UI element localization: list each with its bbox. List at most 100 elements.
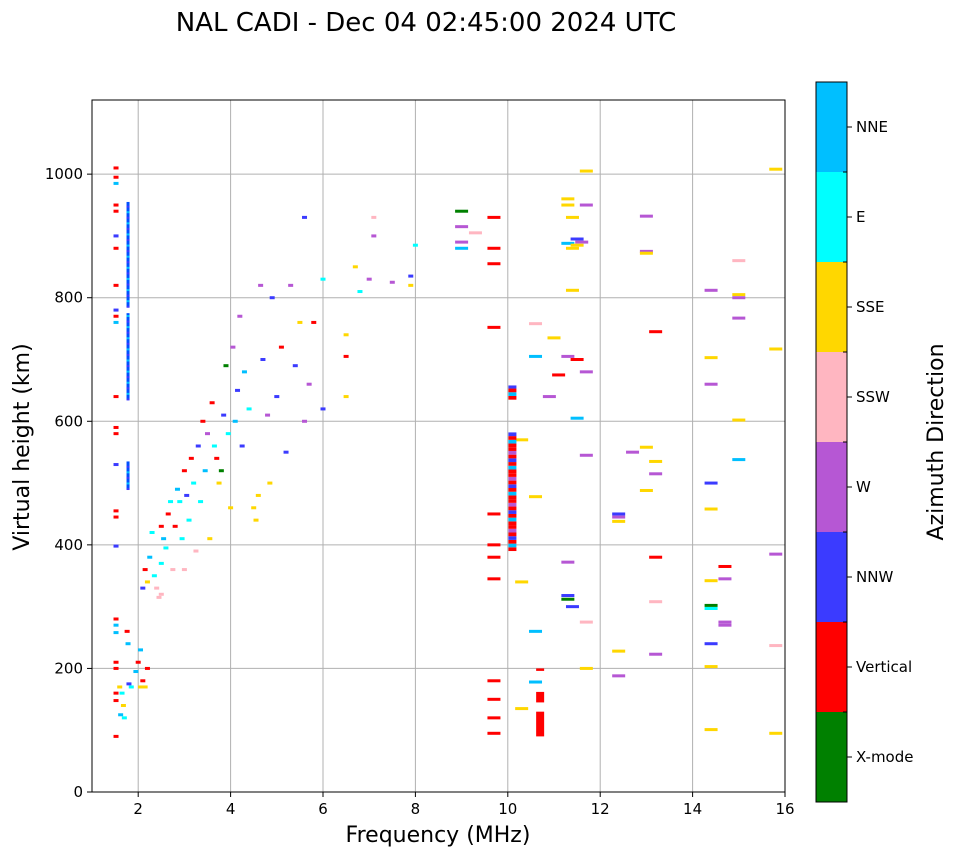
y-tick-label: 400: [54, 536, 83, 554]
echo-mark: [113, 283, 119, 287]
echo-mark: [283, 450, 289, 454]
echo-mark: [626, 450, 640, 454]
echo-mark: [649, 459, 663, 463]
echo-mark: [704, 481, 718, 485]
echo-mark: [612, 515, 626, 519]
x-axis-ticks: 2 4 6 8 10 12 14 16: [133, 792, 795, 818]
echo-mark: [704, 665, 718, 669]
echo-column-segment: [508, 525, 517, 529]
echo-mark: [570, 358, 584, 361]
echo-mark: [230, 345, 236, 349]
echo-streak-dot: [126, 222, 130, 225]
echo-mark: [258, 283, 264, 287]
echo-mark: [343, 333, 349, 337]
echo-mark: [579, 370, 593, 374]
echo-mark: [113, 395, 119, 399]
echo-mark: [639, 214, 653, 218]
echo-mark: [125, 642, 131, 646]
echo-streak-dot: [126, 465, 130, 468]
echo-mark: [184, 493, 190, 497]
echo-mark: [412, 243, 418, 247]
echo-mark: [181, 568, 187, 572]
echo-mark: [718, 620, 732, 624]
colorbar-tick-label: NNE: [856, 118, 888, 136]
echo-streak-dot: [126, 392, 130, 395]
echo-column-segment: [508, 543, 517, 548]
x-axis-label: Frequency (MHz): [346, 823, 531, 848]
echo-mark: [487, 577, 501, 581]
echo-streak-dot: [126, 381, 130, 384]
echo-mark: [113, 432, 119, 436]
echo-column-segment: [508, 465, 517, 470]
echo-mark: [704, 606, 718, 610]
colorbar-tick-label: X-mode: [856, 748, 913, 766]
echo-mark: [529, 495, 543, 499]
echo-mark: [113, 425, 119, 429]
echo-mark: [612, 519, 626, 523]
echo-mark: [732, 458, 746, 462]
echo-mark: [612, 674, 626, 678]
echo-mark: [232, 419, 238, 423]
echo-mark: [579, 666, 593, 670]
echo-mark: [128, 685, 134, 689]
echo-mark: [181, 469, 187, 473]
x-tick-label: 4: [226, 800, 236, 818]
echo-mark: [260, 358, 266, 361]
echo-mark: [288, 283, 294, 287]
echo-mark: [487, 543, 501, 547]
echo-mark: [455, 209, 469, 213]
echo-mark: [117, 685, 123, 689]
colorbar-segment: [816, 262, 847, 352]
echo-mark: [158, 592, 164, 596]
x-tick-label: 16: [775, 800, 794, 818]
echo-mark: [468, 231, 482, 235]
echo-column-segment: [508, 495, 517, 500]
echo-mark: [487, 555, 501, 559]
echo-mark: [579, 620, 593, 624]
echo-mark: [207, 537, 213, 541]
echo-streak-dot: [126, 482, 130, 485]
echo-column-segment: [508, 454, 517, 459]
echo-mark: [769, 347, 783, 351]
echo-mark: [352, 265, 358, 269]
echo-mark: [113, 734, 119, 738]
colorbar-segment: [816, 352, 847, 442]
echo-mark: [113, 623, 119, 627]
echo-mark: [579, 203, 593, 207]
echo-mark: [487, 325, 501, 329]
echo-mark: [561, 560, 575, 564]
echo-mark: [320, 277, 326, 281]
echo-mark: [487, 679, 501, 683]
echo-column: [536, 668, 545, 671]
echo-mark: [124, 629, 130, 633]
echo-mark: [704, 288, 718, 292]
echo-mark: [570, 237, 584, 241]
echo-mark: [133, 670, 139, 674]
echo-streak-dot: [126, 398, 130, 401]
echo-mark: [209, 401, 215, 405]
echo-mark: [195, 444, 201, 448]
echo-mark: [649, 330, 663, 334]
echo-streak-dot: [126, 488, 130, 491]
echo-mark: [113, 203, 119, 207]
echo-mark: [149, 531, 155, 534]
echo-mark: [235, 388, 241, 392]
echo-column-segment: [508, 473, 517, 477]
echo-mark: [487, 716, 501, 720]
echo-mark: [579, 453, 593, 457]
echo-streak-dot: [126, 272, 130, 275]
echo-mark: [113, 246, 119, 250]
colorbar-segment: [816, 532, 847, 622]
echo-mark: [113, 666, 119, 670]
colorbar-tick-label: SSW: [856, 388, 890, 406]
colorbar-segment: [816, 442, 847, 532]
echo-column-segment: [508, 536, 517, 540]
echo-streak-dot: [126, 277, 130, 280]
echo-mark: [113, 234, 119, 238]
echo-mark: [612, 512, 626, 516]
echo-streak-dot: [126, 239, 130, 242]
echo-mark: [177, 500, 183, 504]
x-tick-label: 12: [591, 800, 610, 818]
echo-streak-dot: [126, 387, 130, 390]
echo-mark: [302, 419, 308, 423]
